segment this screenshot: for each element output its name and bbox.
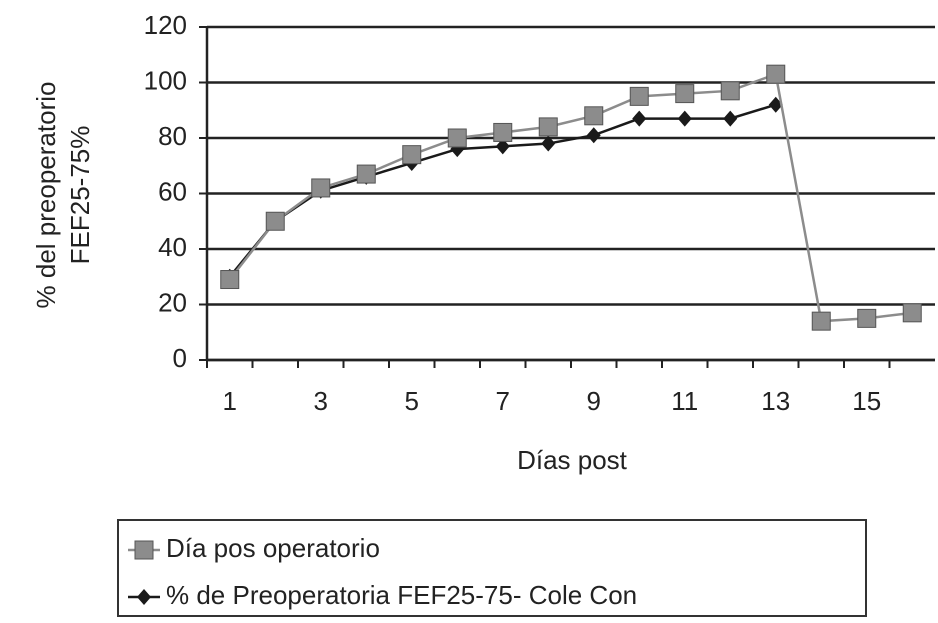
legend-box — [117, 519, 867, 617]
marker — [811, 311, 831, 331]
marker — [311, 178, 331, 198]
x-tick-label: 15 — [852, 386, 881, 416]
marker — [265, 211, 285, 231]
y-axis-label: % del preoperatorio — [31, 82, 61, 309]
y-axis-label: FEF25-75% — [65, 126, 95, 265]
marker — [584, 106, 604, 126]
legend-label: Día pos operatorio — [166, 533, 380, 563]
marker — [677, 110, 692, 127]
marker — [629, 86, 649, 106]
x-tick-label: 9 — [587, 386, 601, 416]
y-tick-label: 20 — [158, 287, 187, 317]
y-tick-label: 60 — [158, 176, 187, 206]
marker — [402, 145, 422, 165]
marker — [720, 81, 740, 101]
y-tick-label: 0 — [173, 343, 187, 373]
marker — [134, 540, 154, 560]
y-tick-label: 120 — [144, 10, 187, 40]
marker — [766, 64, 786, 84]
marker — [220, 270, 240, 290]
x-tick-label: 1 — [223, 386, 237, 416]
marker — [902, 303, 922, 323]
y-tick-label: 80 — [158, 121, 187, 151]
marker — [632, 110, 647, 127]
x-tick-label: 13 — [761, 386, 790, 416]
y-tick-label: 40 — [158, 232, 187, 262]
marker — [675, 84, 695, 104]
x-tick-label: 11 — [671, 386, 698, 416]
marker — [538, 117, 558, 137]
x-tick-label: 7 — [496, 386, 510, 416]
x-tick-label: 3 — [314, 386, 328, 416]
marker — [356, 164, 376, 184]
x-axis-label: Días post — [517, 445, 628, 475]
x-tick-label: 5 — [405, 386, 419, 416]
marker — [493, 122, 513, 142]
marker — [723, 110, 738, 127]
marker — [541, 135, 556, 152]
marker — [586, 127, 601, 144]
legend-label: % de Preoperatoria FEF25-75- Cole Con — [166, 580, 637, 610]
marker — [495, 138, 510, 155]
marker — [447, 128, 467, 148]
series-line — [228, 72, 913, 323]
marker — [137, 589, 151, 605]
marker — [857, 308, 877, 328]
y-tick-label: 100 — [144, 65, 187, 95]
marker — [768, 96, 783, 113]
